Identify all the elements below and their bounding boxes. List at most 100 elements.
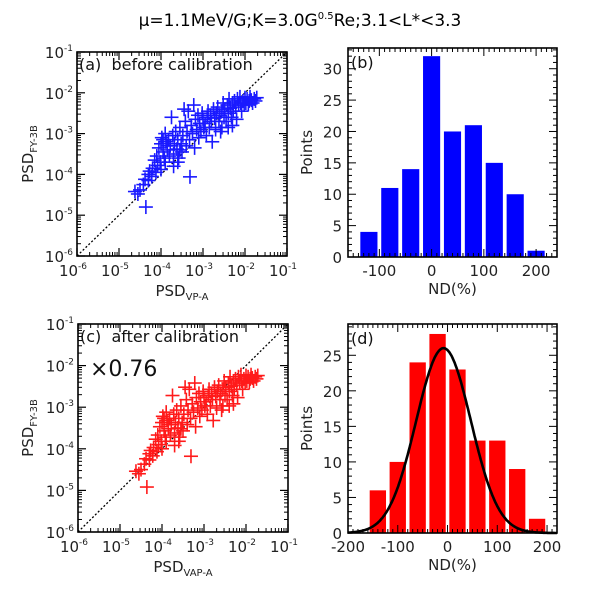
x-tick-label: 10-1	[270, 538, 298, 556]
scatter-point	[249, 90, 264, 105]
x-axis-label-sub: VAP-A	[184, 568, 213, 579]
x-tick-label-exponent: -2	[247, 538, 256, 548]
x-tick-label: -100	[381, 538, 415, 556]
scatter-point	[139, 480, 154, 495]
x-tick-label: 0	[427, 262, 437, 280]
x-tick-label-base: 10	[101, 262, 120, 280]
x-tick-label-base: 10	[270, 538, 289, 556]
x-tick-label: 10-3	[186, 538, 214, 556]
histogram-bar	[429, 333, 446, 533]
y-tick-label-exponent: -3	[65, 399, 74, 409]
x-tick-label-base: 10	[59, 262, 78, 280]
histogram-bar	[389, 461, 406, 533]
y-tick-label-base: 10	[45, 85, 64, 103]
plot-frame	[76, 51, 288, 257]
x-tick-label: 0	[443, 538, 453, 556]
y-tick-label: 10-2	[45, 85, 73, 103]
x-axis-label-main: PSD	[155, 282, 185, 300]
panel-b-histogram: -100 0 100 200 0 5 10 15 20 25 30 ND(%) Points (b)	[298, 47, 558, 298]
y-tick-label-exponent: -6	[64, 248, 73, 258]
panel-label: (c) after calibration	[80, 327, 239, 346]
scatter-point	[247, 91, 262, 106]
x-tick-label: 10-5	[102, 538, 130, 556]
axis-ticks	[347, 48, 558, 258]
x-tick-label-exponent: -3	[204, 262, 213, 272]
y-tick-label-base: 10	[45, 44, 64, 62]
y-axis-label: Points	[298, 406, 316, 451]
scatter-point	[225, 118, 240, 133]
panel-d-histogram: -200 -100 0 100 200 0 5 10 15 20 25 ND(%) Points (d)	[298, 323, 561, 574]
y-axis-label: Points	[298, 130, 316, 175]
scatter-point	[158, 126, 173, 141]
histogram-bar	[528, 518, 546, 533]
y-tick-label: 10	[323, 186, 342, 204]
histogram-bar	[360, 231, 378, 257]
y-tick-label: 25	[323, 92, 342, 110]
y-tick-label-base: 10	[46, 358, 65, 376]
scatter-point	[165, 388, 180, 403]
x-tick-label-base: 10	[60, 538, 79, 556]
panel-c-scatter: 10-6 10-5 10-4 10-3 10-2 10-110-610-510-410-3…	[19, 316, 298, 579]
x-tick-label: 10-1	[269, 262, 297, 280]
y-tick-label: 15	[323, 155, 342, 173]
x-axis-label: ND(%)	[428, 556, 477, 574]
x-tick-label: 10-2	[228, 538, 256, 556]
scatter-point	[183, 411, 198, 426]
x-tick-label: 100	[470, 262, 499, 280]
scatter-point	[186, 98, 201, 113]
y-tick-label: 10-4	[45, 166, 73, 184]
y-axis-label-sub: FY-3B	[29, 125, 40, 153]
y-tick-label: 5	[332, 489, 342, 507]
figure-title: μ=1.1MeV/G;K=3.0G0.5Re;3.1<L*<3.3	[139, 11, 462, 31]
x-axis-label-sub: VP-A	[186, 292, 209, 303]
y-tick-label: 10-2	[46, 358, 74, 376]
scatter-point	[149, 149, 164, 164]
y-tick-label: 10-1	[45, 44, 73, 62]
y-tick-label-exponent: -2	[65, 358, 74, 368]
scatter-point	[183, 449, 198, 464]
scatter-points	[127, 89, 264, 215]
y-tick-label: 10-4	[46, 441, 74, 459]
x-axis-label-main: PSD	[153, 558, 183, 576]
axis-ticks	[76, 51, 288, 257]
scatter-point	[202, 120, 217, 135]
y-tick-label-base: 10	[46, 524, 65, 542]
scatter-point	[191, 130, 206, 145]
x-axis-label: PSDVP-A	[155, 282, 208, 303]
y-tick-label: 30	[323, 61, 342, 79]
y-tick-label: 5	[332, 218, 342, 236]
x-tick-label-exponent: -5	[120, 262, 129, 272]
y-axis-label-sub: FY-3B	[29, 399, 40, 427]
x-tick-label: -200	[331, 538, 365, 556]
scatter-point	[156, 132, 171, 147]
scatter-point	[138, 200, 153, 215]
x-tick-label-exponent: -2	[246, 262, 255, 272]
x-tick-label: -100	[362, 262, 396, 280]
y-tick-label-base: 10	[45, 126, 64, 144]
x-tick-label-base: 10	[102, 538, 121, 556]
y-tick-label: 10-6	[45, 248, 73, 266]
x-tick-label-exponent: -4	[162, 262, 171, 272]
y-axis-label-main: PSD	[19, 153, 37, 183]
histogram-bar	[369, 490, 387, 533]
x-tick-label-base: 10	[227, 262, 246, 280]
scatter-point	[158, 155, 173, 170]
y-tick-label-base: 10	[45, 207, 64, 225]
scatter-point	[249, 371, 264, 386]
y-tick-label-exponent: -3	[64, 126, 73, 136]
scatter-point	[200, 407, 215, 422]
histogram-bar	[509, 469, 526, 533]
y-tick-label-base: 10	[46, 399, 65, 417]
bars	[360, 56, 545, 257]
axis-ticks	[347, 324, 558, 534]
y-tick-label-base: 10	[45, 248, 64, 266]
histogram-bar	[449, 369, 466, 533]
histogram-bar	[443, 131, 462, 257]
x-tick-label: 10-4	[144, 538, 172, 556]
histogram-bar	[381, 187, 399, 257]
x-tick-label-base: 10	[228, 538, 247, 556]
panel-label: (b)	[351, 53, 374, 72]
histogram-bar	[409, 362, 426, 533]
y-tick-label: 20	[323, 123, 342, 141]
x-tick-label-exponent: -6	[78, 262, 87, 272]
